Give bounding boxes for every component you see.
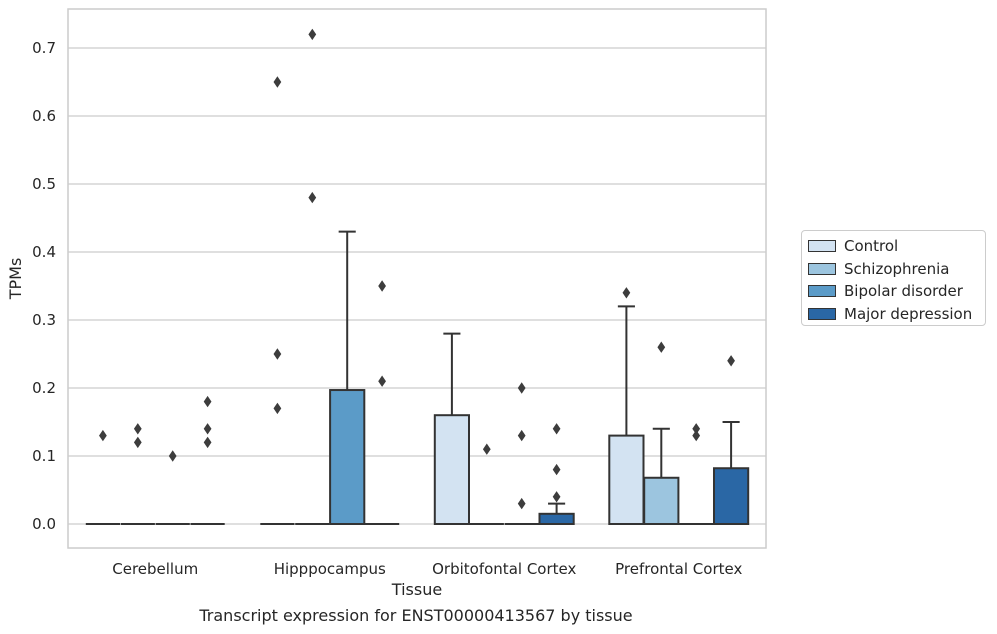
box-orbitofontal-cortex-schizophrenia-outlier bbox=[482, 443, 491, 455]
box-prefrontal-cortex-bipolar-disorder-outlier bbox=[692, 429, 701, 442]
legend-item-major-depression: Major depression bbox=[808, 303, 985, 326]
legend-item-control: Control bbox=[808, 235, 985, 258]
plot-area bbox=[68, 9, 766, 548]
box-cerebellum-control-outlier bbox=[99, 429, 107, 442]
y-tick-label: 0.0 bbox=[32, 515, 56, 533]
box-cerebellum-major-depression-outlier bbox=[203, 436, 212, 449]
box-orbitofontal-cortex-major-depression-outlier bbox=[552, 491, 561, 503]
box-orbitofontal-cortex-major-depression bbox=[538, 512, 575, 525]
legend-label-bipolar-disorder: Bipolar disorder bbox=[844, 282, 963, 301]
box-hipppocampus-schizophrenia-outlier bbox=[308, 28, 317, 41]
box-orbitofontal-cortex-major-depression-outlier bbox=[552, 463, 561, 476]
legend-label-control: Control bbox=[844, 237, 899, 256]
box-prefrontal-cortex-major-depression-outlier bbox=[727, 355, 735, 367]
box-orbitofontal-cortex-bipolar-disorder-outlier bbox=[517, 429, 526, 442]
legend-label-major-depression: Major depression bbox=[844, 304, 973, 323]
legend-label-schizophrenia: Schizophrenia bbox=[844, 259, 950, 278]
box-orbitofontal-cortex-bipolar-disorder-outlier bbox=[517, 382, 526, 394]
y-axis-label: TPMs bbox=[6, 258, 25, 301]
y-tick-label: 0.6 bbox=[32, 107, 56, 125]
box-prefrontal-cortex-bipolar-disorder-outlier bbox=[692, 423, 701, 435]
box-cerebellum-major-depression-outlier bbox=[203, 395, 212, 408]
x-tick-label-prefrontal-cortex: Prefrontal Cortex bbox=[615, 560, 742, 578]
box-orbitofontal-cortex-control bbox=[433, 414, 471, 526]
y-tick-label: 0.5 bbox=[32, 175, 56, 193]
y-tick-label: 0.3 bbox=[32, 311, 56, 329]
x-tick-label-hipppocampus: Hipppocampus bbox=[274, 560, 386, 578]
box-cerebellum-schizophrenia-outlier bbox=[133, 423, 142, 435]
box-prefrontal-cortex-control-outlier bbox=[622, 287, 631, 299]
box-hipppocampus-major-depression-outlier bbox=[378, 375, 386, 387]
legend-swatch-schizophrenia bbox=[808, 262, 836, 275]
box-hipppocampus-schizophrenia-outlier bbox=[308, 191, 317, 204]
box-hipppocampus-major-depression-outlier bbox=[378, 280, 386, 292]
legend-item-schizophrenia: Schizophrenia bbox=[808, 258, 985, 281]
chart-caption: Transcript expression for ENST0000041356… bbox=[199, 606, 633, 625]
box-hipppocampus-control-outlier bbox=[273, 402, 282, 415]
box-cerebellum-major-depression-outlier bbox=[203, 423, 212, 435]
box-hipppocampus-bipolar-disorder bbox=[329, 389, 366, 526]
box-hipppocampus-control-outlier bbox=[273, 348, 282, 360]
plot-frame bbox=[67, 8, 767, 549]
box-prefrontal-cortex-schizophrenia bbox=[643, 476, 680, 526]
box-cerebellum-bipolar-disorder-outlier bbox=[168, 450, 177, 462]
box-orbitofontal-cortex-bipolar-disorder-outlier bbox=[517, 497, 526, 510]
legend: Control Schizophrenia Bipolar disorder M… bbox=[801, 230, 986, 326]
y-tick-label: 0.4 bbox=[32, 243, 56, 261]
box-hipppocampus-control-outlier bbox=[273, 76, 282, 88]
x-axis-label: Tissue bbox=[391, 580, 442, 599]
y-tick-label: 0.2 bbox=[32, 379, 56, 397]
box-orbitofontal-cortex-major-depression-outlier bbox=[552, 423, 561, 435]
legend-swatch-bipolar-disorder bbox=[808, 285, 836, 298]
legend-swatch-control bbox=[808, 240, 836, 253]
y-tick-label: 0.7 bbox=[32, 39, 56, 57]
legend-item-bipolar-disorder: Bipolar disorder bbox=[808, 280, 985, 303]
box-prefrontal-cortex-major-depression bbox=[712, 467, 750, 525]
box-cerebellum-schizophrenia-outlier bbox=[133, 436, 142, 449]
box-prefrontal-cortex-control bbox=[608, 434, 645, 526]
y-tick-label: 0.1 bbox=[32, 447, 56, 465]
x-tick-label-orbitofontal-cortex: Orbitofontal Cortex bbox=[432, 560, 576, 578]
box-prefrontal-cortex-schizophrenia-outlier bbox=[657, 341, 666, 353]
legend-swatch-major-depression bbox=[808, 307, 836, 320]
x-tick-label-cerebellum: Cerebellum bbox=[112, 560, 198, 578]
